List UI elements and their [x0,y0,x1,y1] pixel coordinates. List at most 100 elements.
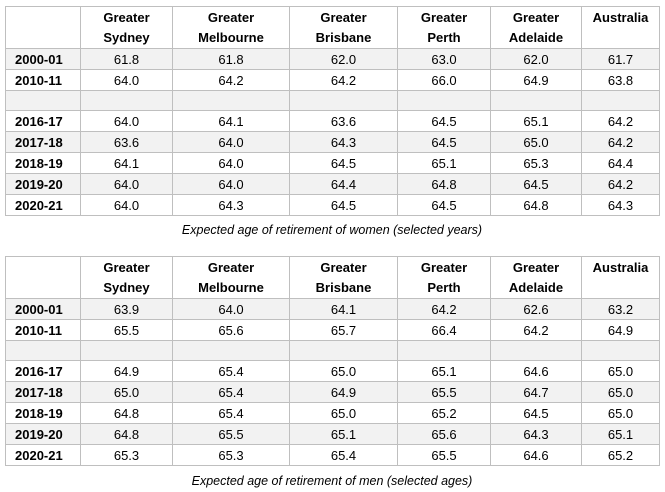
value-cell: 64.8 [490,194,582,216]
column-header: Greater Adelaide [490,256,582,299]
table-row: 2000-01 63.9 64.0 64.1 64.2 62.6 63.2 [5,298,660,320]
value-cell: 65.2 [581,444,660,466]
value-cell: 64.1 [80,152,173,174]
value-cell: 65.0 [289,360,398,382]
value-cell: 65.1 [397,360,491,382]
men-retirement-table: Greater Sydney Greater Melbourne Greater Bris… [5,256,660,466]
header-row: Greater Sydney Greater Melbourne Greater Bris… [5,6,660,49]
value-cell: 63.2 [581,298,660,320]
value-cell: 63.0 [397,48,491,70]
year-cell: 2016-17 [5,110,81,132]
year-cell: 2016-17 [5,360,81,382]
value-cell: 65.0 [581,360,660,382]
value-cell: 64.0 [80,69,173,91]
year-cell: 2017-18 [5,381,81,403]
value-cell: 66.0 [397,69,491,91]
column-header: Greater Brisbane [289,6,398,49]
column-header: Greater Adelaide [490,6,582,49]
empty-cell [80,90,173,111]
value-cell: 64.0 [172,131,290,153]
value-cell: 64.2 [581,131,660,153]
value-cell: 64.3 [172,194,290,216]
value-cell: 63.9 [80,298,173,320]
empty-cell [581,340,660,361]
table-row: 2019-20 64.0 64.0 64.4 64.8 64.5 64.2 [5,173,660,195]
year-cell: 2018-19 [5,402,81,424]
value-cell: 61.7 [581,48,660,70]
value-cell: 64.6 [490,444,582,466]
column-header: Greater Perth [397,6,491,49]
value-cell: 64.8 [80,423,173,445]
value-cell: 63.6 [80,131,173,153]
value-cell: 65.1 [397,152,491,174]
value-cell: 65.0 [289,402,398,424]
value-cell: 65.4 [172,402,290,424]
value-cell: 64.3 [581,194,660,216]
column-header: Australia [581,256,660,299]
empty-cell [172,90,290,111]
year-cell: 2017-18 [5,131,81,153]
year-cell: 2019-20 [5,423,81,445]
value-cell: 64.4 [289,173,398,195]
value-cell: 64.8 [80,402,173,424]
value-cell: 64.2 [397,298,491,320]
value-cell: 65.5 [172,423,290,445]
value-cell: 61.8 [172,48,290,70]
value-cell: 64.0 [80,194,173,216]
empty-cell [5,90,81,111]
table-row: 2010-11 65.5 65.6 65.7 66.4 64.2 64.9 [5,319,660,341]
value-cell: 64.0 [80,110,173,132]
value-cell: 64.0 [80,173,173,195]
year-cell: 2000-01 [5,298,81,320]
value-cell: 65.7 [289,319,398,341]
value-cell: 64.5 [397,194,491,216]
value-cell: 65.1 [289,423,398,445]
empty-cell [490,340,582,361]
value-cell: 65.5 [80,319,173,341]
value-cell: 64.9 [289,381,398,403]
value-cell: 64.5 [397,110,491,132]
table-row: 2017-18 65.0 65.4 64.9 65.5 64.7 65.0 [5,381,660,403]
empty-cell [490,90,582,111]
empty-cell [80,340,173,361]
value-cell: 64.1 [289,298,398,320]
empty-cell [581,90,660,111]
value-cell: 64.3 [289,131,398,153]
value-cell: 65.4 [172,381,290,403]
column-header [5,6,81,49]
column-header: Australia [581,6,660,49]
value-cell: 64.2 [581,110,660,132]
empty-cell [289,340,398,361]
column-header: Greater Melbourne [172,6,290,49]
value-cell: 63.8 [581,69,660,91]
value-cell: 64.3 [490,423,582,445]
women-retirement-table: Greater Sydney Greater Melbourne Greater Bris… [5,6,660,216]
table-row: 2017-18 63.6 64.0 64.3 64.5 65.0 64.2 [5,131,660,153]
spacer-row [5,340,660,361]
year-cell: 2000-01 [5,48,81,70]
column-header: Greater Sydney [80,256,173,299]
value-cell: 65.0 [581,381,660,403]
column-header [5,256,81,299]
column-header: Greater Brisbane [289,256,398,299]
value-cell: 64.7 [490,381,582,403]
value-cell: 65.4 [172,360,290,382]
value-cell: 64.9 [581,319,660,341]
women-table-caption: Expected age of retirement of women (sel… [181,223,483,237]
value-cell: 65.0 [80,381,173,403]
table-row: 2020-21 64.0 64.3 64.5 64.5 64.8 64.3 [5,194,660,216]
value-cell: 64.1 [172,110,290,132]
table-row: 2018-19 64.1 64.0 64.5 65.1 65.3 64.4 [5,152,660,174]
empty-cell [397,90,491,111]
value-cell: 64.2 [490,319,582,341]
value-cell: 65.0 [581,402,660,424]
value-cell: 61.8 [80,48,173,70]
value-cell: 65.1 [581,423,660,445]
value-cell: 65.5 [397,444,491,466]
year-cell: 2019-20 [5,173,81,195]
value-cell: 64.6 [490,360,582,382]
value-cell: 64.2 [172,69,290,91]
value-cell: 65.1 [490,110,582,132]
value-cell: 65.5 [397,381,491,403]
value-cell: 64.8 [397,173,491,195]
